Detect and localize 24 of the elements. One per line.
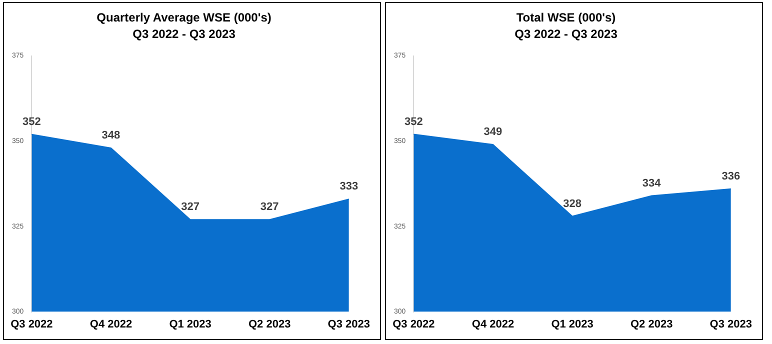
data-label: 327 [181, 201, 200, 214]
chart-subtitle: Q3 2022 - Q3 2023 [132, 26, 236, 41]
data-label: 336 [722, 170, 740, 182]
x-tick-label: Q3 2022 [10, 318, 53, 330]
data-label: 327 [260, 201, 279, 214]
data-label: 349 [484, 126, 502, 138]
data-label: 334 [642, 177, 662, 190]
chart-title: Total WSE (000's) [516, 10, 616, 25]
data-label: 328 [563, 198, 582, 210]
x-tick-label: Q4 2022 [90, 318, 132, 330]
data-label: 352 [22, 116, 41, 128]
x-tick-label: Q3 2023 [710, 318, 752, 330]
x-tick-label: Q4 2022 [472, 318, 514, 330]
x-tick-label: Q3 2022 [392, 318, 435, 330]
x-tick-label: Q3 2023 [328, 318, 370, 330]
data-label: 348 [102, 129, 120, 142]
x-tick-label: Q2 2023 [630, 318, 673, 330]
data-label: 333 [340, 180, 358, 193]
x-tick-label: Q1 2023 [551, 318, 594, 330]
chart-subtitle: Q3 2022 - Q3 2023 [514, 26, 618, 41]
x-tick-label: Q1 2023 [169, 318, 212, 330]
chart-title: Quarterly Average WSE (000's) [96, 10, 272, 25]
data-label: 352 [404, 116, 423, 128]
x-tick-label: Q2 2023 [248, 318, 291, 330]
